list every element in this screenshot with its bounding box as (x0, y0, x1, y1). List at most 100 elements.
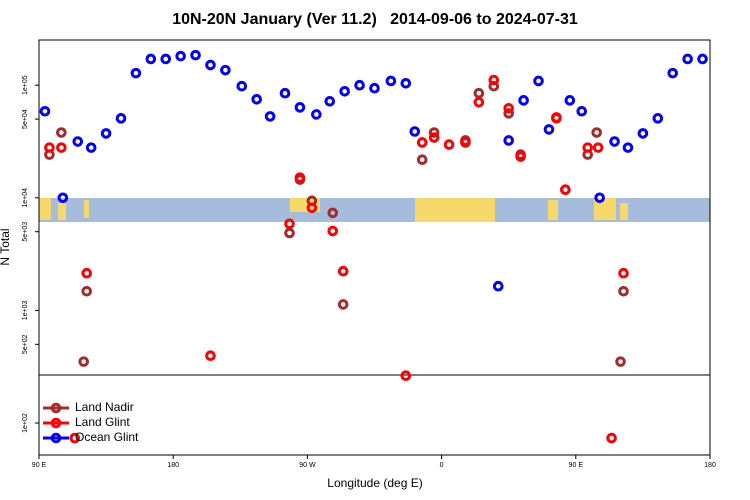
point (488, 74, 500, 86)
map-land (39, 198, 628, 222)
point (416, 154, 428, 165)
point (428, 132, 440, 143)
point (369, 82, 380, 94)
point (39, 105, 51, 117)
y-tick-label: 5e+04 (22, 109, 29, 129)
point (443, 139, 455, 150)
point (609, 136, 620, 147)
point (503, 135, 515, 146)
legend-marker (50, 432, 62, 444)
plot-frame (38, 39, 711, 456)
point (294, 102, 306, 113)
point (560, 184, 571, 196)
point (78, 356, 90, 367)
point (697, 53, 708, 65)
point (160, 53, 172, 65)
y-axis-label: N Total (0, 228, 12, 265)
y-tick-label: 5e+03 (22, 222, 29, 242)
point (57, 192, 69, 204)
point (145, 53, 157, 65)
point (667, 67, 679, 79)
point (515, 151, 526, 162)
point (327, 207, 339, 219)
point (311, 109, 322, 120)
point (294, 172, 306, 183)
point (400, 77, 412, 89)
point (56, 142, 67, 153)
point (582, 142, 594, 153)
legend-marker (50, 417, 62, 429)
point (460, 137, 471, 148)
point (327, 225, 339, 237)
point (306, 202, 318, 214)
point (69, 432, 81, 444)
point (473, 87, 485, 99)
point (533, 75, 544, 87)
x-axis-label: Longitude (deg E) (327, 476, 422, 490)
legend-label: Ocean Glint (75, 430, 139, 444)
point (428, 127, 440, 138)
point (564, 95, 576, 106)
point (130, 67, 142, 79)
point (175, 50, 186, 62)
point (488, 80, 500, 92)
x-tick-label: 180 (167, 462, 179, 469)
x-tick-label: 180 (704, 462, 716, 469)
point (72, 136, 84, 147)
y-tick-label: 1e+04 (22, 188, 29, 208)
point (337, 265, 349, 277)
point (284, 227, 295, 239)
point (400, 370, 412, 382)
point (56, 127, 67, 138)
legend-label: Land Nadir (75, 400, 134, 414)
point (115, 113, 127, 124)
point (354, 79, 365, 91)
point (81, 285, 93, 297)
y-tick-label: 5e+02 (22, 334, 29, 354)
point (618, 285, 629, 297)
point (518, 95, 529, 106)
point (385, 75, 397, 87)
point (576, 105, 588, 117)
point (618, 267, 629, 279)
point (337, 299, 349, 310)
point (205, 59, 216, 71)
y-tick-label: 1e+03 (22, 300, 29, 320)
point (594, 192, 605, 204)
point (409, 126, 421, 137)
y-tick-label: 1e+05 (22, 75, 29, 95)
point (236, 80, 248, 92)
point (551, 112, 562, 123)
point (473, 96, 485, 108)
x-tick-label: 90 E (32, 462, 47, 469)
point (85, 142, 97, 153)
point (543, 124, 555, 135)
point (190, 49, 201, 61)
x-tick-label: 90 E (569, 462, 584, 469)
point (622, 142, 634, 153)
point (284, 218, 295, 230)
point (652, 113, 664, 124)
point (503, 108, 515, 119)
point (251, 93, 263, 105)
point (100, 128, 112, 139)
chart-title: 10N-20N January (Ver 11.2) 2014-09-06 to… (172, 11, 578, 28)
point (615, 356, 626, 367)
point (205, 350, 216, 362)
point (264, 111, 276, 122)
legend-label: Land Glint (75, 415, 130, 429)
x-tick-label: 0 (440, 462, 444, 469)
point (416, 137, 428, 148)
point (492, 280, 504, 292)
point (591, 127, 602, 138)
point (503, 102, 515, 114)
point (220, 64, 231, 76)
point (81, 267, 93, 279)
point (279, 87, 291, 99)
point (339, 85, 350, 97)
point (682, 53, 693, 65)
y-tick-label: 1e+02 (22, 413, 29, 433)
point (606, 432, 617, 444)
point (637, 128, 649, 139)
